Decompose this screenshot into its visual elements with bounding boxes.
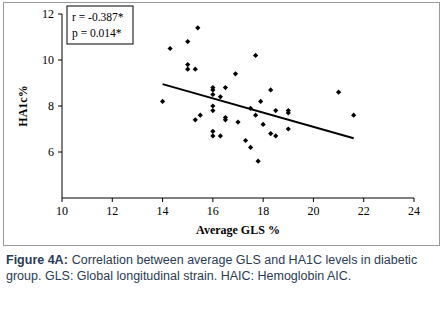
y-tick-label: 6 [48,145,54,159]
y-tick [58,60,62,61]
point [223,85,228,90]
x-tick [263,198,264,202]
plot-data [160,25,356,164]
x-tick [62,198,63,202]
annotation-box [67,6,133,44]
point [336,90,341,95]
y-axis-title: HA1c% [16,85,30,126]
point [198,113,203,118]
point [268,87,273,92]
caption: Figure 4A:Correlation between average GL… [6,252,438,284]
x-tick [414,198,415,202]
x-tick [363,198,364,202]
point [248,145,253,150]
point [218,94,223,99]
point [273,108,278,113]
point [286,126,291,131]
point [286,110,291,115]
point [261,122,266,127]
chart: 10 12 14 16 18 20 22 24 6 8 10 12 Average GLS % HA1c%… [0,0,443,250]
point [235,120,240,125]
x-axis [62,198,414,199]
point [258,99,263,104]
point [193,67,198,72]
y-tick [58,152,62,153]
x-tick [112,198,113,202]
x-tick-label: 20 [307,204,319,218]
y-tick-label: 10 [42,53,54,67]
y-tick-label: 12 [42,7,54,21]
y-tick [58,14,62,15]
x-tick-label: 14 [157,204,169,218]
point [248,106,253,111]
point [160,99,165,104]
x-tick-label: 12 [106,204,118,218]
annotation: r = -0.387* [72,11,124,23]
point [193,117,198,122]
point [210,129,215,134]
y-tick-label: 8 [48,99,54,113]
point [253,53,258,58]
point [210,87,215,92]
x-tick [313,198,314,202]
x-tick-label: 24 [408,204,420,218]
x-axis-title: Average GLS % [196,223,280,237]
caption-label: Figure 4A: [6,253,68,267]
point [243,138,248,143]
chart-frame [4,3,440,246]
point [185,67,190,72]
point [185,62,190,67]
point [273,133,278,138]
point [195,25,200,30]
x-tick-label: 18 [257,204,269,218]
point [210,92,215,97]
point [223,117,228,122]
point [233,71,238,76]
point [210,133,215,138]
point [210,103,215,108]
x-tick [212,198,213,202]
annotation: p = 0.014* [72,27,122,40]
point [351,113,356,118]
point [268,131,273,136]
point [218,133,223,138]
point [256,159,261,164]
x-tick [162,198,163,202]
x-tick-label: 16 [207,204,219,218]
point [210,108,215,113]
trend-line [163,84,354,138]
x-tick-label: 10 [56,204,68,218]
x-tick-label: 22 [358,204,370,218]
y-tick [58,106,62,107]
point [185,39,190,44]
point [168,46,173,51]
point [253,113,258,118]
